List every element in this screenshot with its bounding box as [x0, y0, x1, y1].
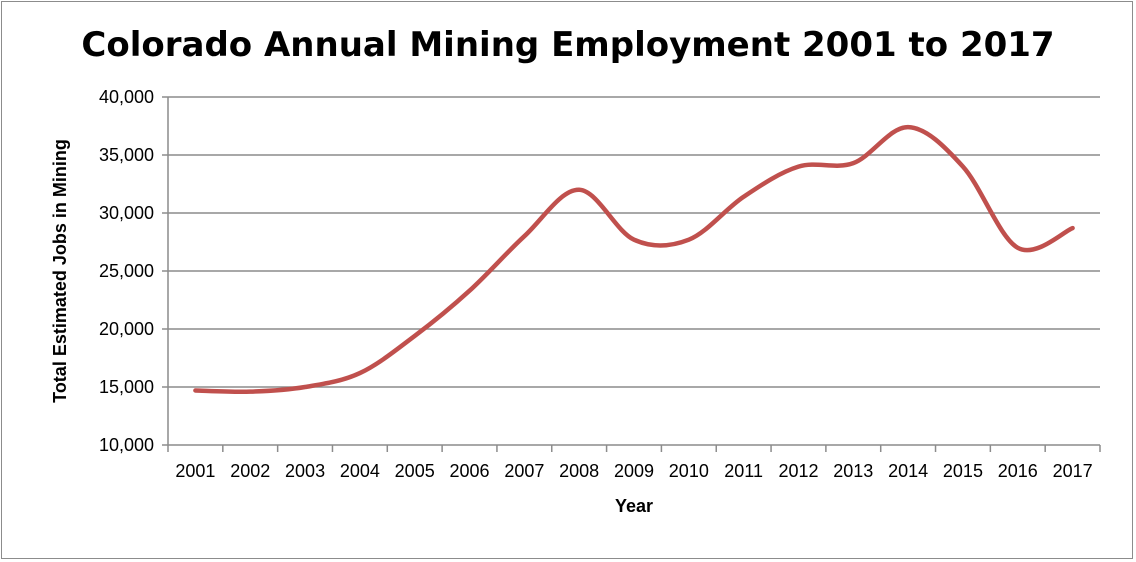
y-axis-label: Total Estimated Jobs in Mining: [50, 139, 70, 403]
x-tick-label: 2007: [504, 461, 544, 481]
x-tick-label: 2013: [833, 461, 873, 481]
y-tick-labels: 10,000 15,000 20,000 25,000 30,000 35,000 40,0…: [99, 87, 154, 455]
y-tick-label: 20,000: [99, 319, 154, 339]
x-tick-label: 2001: [175, 461, 215, 481]
x-tick-label: 2009: [614, 461, 654, 481]
x-tick-label: 2015: [943, 461, 983, 481]
x-tick-label: 2012: [778, 461, 818, 481]
y-tick-label: 40,000: [99, 87, 154, 107]
series-line: [193, 124, 1075, 395]
y-tick-label: 15,000: [99, 377, 154, 397]
y-tick-label: 10,000: [99, 435, 154, 455]
x-tick-label: 2014: [888, 461, 928, 481]
x-tick-label: 2010: [669, 461, 709, 481]
chart-title: Colorado Annual Mining Employment 2001 t…: [81, 25, 1054, 65]
x-tick-label: 2006: [450, 461, 490, 481]
x-tick-label: 2004: [340, 461, 380, 481]
x-tick-label: 2017: [1053, 461, 1093, 481]
y-tick-label: 35,000: [99, 145, 154, 165]
x-tick-label: 2008: [559, 461, 599, 481]
x-tick-label: 2016: [998, 461, 1038, 481]
gridlines: [168, 96, 1100, 388]
axes: [162, 96, 1101, 452]
series-layer: [193, 124, 1075, 395]
y-tick-label: 30,000: [99, 203, 154, 223]
x-axis-label: Year: [615, 496, 653, 516]
y-tick-label: 25,000: [99, 261, 154, 281]
x-tick-label: 2005: [395, 461, 435, 481]
x-tick-label: 2003: [285, 461, 325, 481]
x-tick-label: 2002: [230, 461, 270, 481]
x-tick-label: 2011: [724, 461, 763, 481]
x-tick-labels: 2001 2002 2003 2004 2005 2006 2007 2008 2009 2010…: [175, 461, 1092, 481]
